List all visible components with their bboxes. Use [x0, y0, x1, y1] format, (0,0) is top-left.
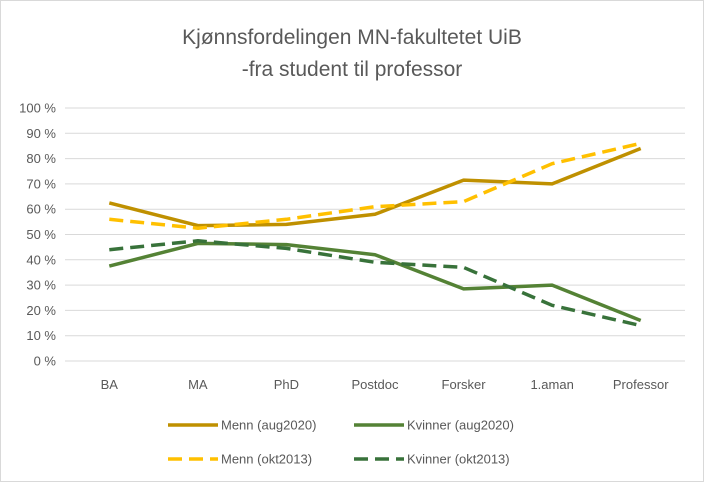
chart-title: Kjønnsfordelingen MN-fakultetet UiB -fra…: [182, 26, 522, 81]
x-tick-label: 1.aman: [530, 377, 573, 392]
legend-item: Menn (aug2020): [168, 418, 316, 433]
legend-label: Menn (aug2020): [221, 418, 316, 433]
x-tick-label: Professor: [613, 377, 669, 392]
series-line-0: [108, 146, 642, 228]
y-tick-label: 50 %: [26, 227, 56, 242]
data-series: [108, 141, 642, 328]
x-axis-tick-labels: BA MA PhD Postdoc Forsker 1.aman Professor: [101, 377, 670, 392]
legend-item: Kvinner (aug2020): [354, 418, 514, 433]
y-tick-label: 60 %: [26, 202, 56, 217]
chart-title-line-1: Kjønnsfordelingen MN-fakultetet UiB: [182, 26, 522, 49]
y-tick-label: 20 %: [26, 303, 56, 318]
series-line-3: [109, 239, 642, 328]
chart-title-line-2: -fra student til professor: [242, 58, 463, 81]
y-tick-label: 80 %: [26, 151, 56, 166]
y-tick-label: 30 %: [26, 278, 56, 293]
legend-item: Menn (okt2013): [168, 452, 312, 467]
x-tick-label: PhD: [274, 377, 299, 392]
y-tick-label: 0 %: [34, 354, 57, 369]
series-line-2: [109, 141, 642, 230]
y-axis-tick-labels: 0 % 10 % 20 % 30 % 40 % 50 % 60 % 70 % 80 % 90 % 1…: [19, 101, 56, 369]
x-tick-label: MA: [188, 377, 208, 392]
x-tick-label: BA: [101, 377, 119, 392]
series-line-1: [108, 241, 642, 323]
legend-label: Kvinner (okt2013): [407, 452, 510, 467]
legend: Menn (aug2020) Kvinner (aug2020) Menn (okt…: [168, 418, 514, 467]
legend-item: Kvinner (okt2013): [354, 452, 510, 467]
legend-label: Kvinner (aug2020): [407, 418, 514, 433]
gridlines: [65, 107, 685, 362]
x-tick-label: Postdoc: [352, 377, 399, 392]
y-tick-label: 40 %: [26, 252, 56, 267]
y-tick-label: 90 %: [26, 126, 56, 141]
y-tick-label: 70 %: [26, 176, 56, 191]
legend-label: Menn (okt2013): [221, 452, 312, 467]
y-tick-label: 10 %: [26, 328, 56, 343]
y-tick-label: 100 %: [19, 101, 56, 116]
x-tick-label: Forsker: [442, 377, 487, 392]
